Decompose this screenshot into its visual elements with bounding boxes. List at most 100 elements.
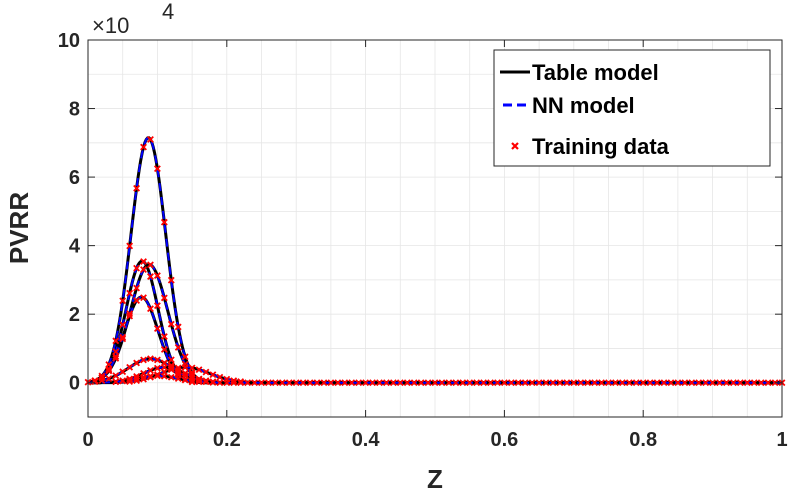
training-data-point <box>507 379 515 387</box>
training-data-point <box>167 366 175 374</box>
training-data-point <box>285 379 293 387</box>
training-data-point <box>153 356 161 364</box>
training-data-point <box>709 379 717 387</box>
training-data-point <box>216 373 224 381</box>
training-data-point <box>500 379 508 387</box>
plot-frame <box>87 39 783 418</box>
training-data-point <box>618 379 626 387</box>
training-data-point <box>660 379 668 387</box>
y-tick-label: 4 <box>69 236 81 258</box>
training-data-point <box>140 258 147 265</box>
training-data-point <box>133 284 141 292</box>
training-data-point <box>147 355 154 363</box>
training-data-point <box>167 320 175 328</box>
training-data-point <box>133 377 141 385</box>
training-data-point <box>119 377 127 385</box>
training-data-point <box>160 294 168 302</box>
training-data-point <box>126 378 134 386</box>
training-data-point <box>459 379 467 387</box>
training-data-point <box>133 375 141 383</box>
training-data-point <box>140 356 147 364</box>
training-data-point <box>140 375 147 383</box>
training-data-point <box>743 379 751 387</box>
training-data-point <box>376 379 383 387</box>
training-data-point <box>632 379 640 387</box>
training-data-point <box>147 366 154 374</box>
training-data-point <box>105 375 113 383</box>
training-data-point <box>126 312 134 320</box>
y-tick-label: 2 <box>69 304 80 326</box>
training-data-point <box>119 368 127 376</box>
training-data-point <box>181 363 189 371</box>
training-data-point <box>480 379 488 387</box>
training-data-point <box>396 379 404 387</box>
legend-label-table-model: Table model <box>532 60 659 85</box>
training-data-point <box>147 135 154 143</box>
training-data-point <box>306 379 314 387</box>
training-data-point <box>174 366 182 374</box>
training-data-point <box>140 143 147 151</box>
training-data-point <box>764 379 772 387</box>
training-data-point <box>105 366 113 374</box>
x-tick-label: 1 <box>776 429 787 451</box>
training-data-point <box>167 364 175 372</box>
training-data-point <box>112 378 120 386</box>
training-data-point <box>521 379 529 387</box>
training-data-point <box>750 379 758 387</box>
training-data-point <box>702 379 710 387</box>
training-data-point <box>299 379 307 387</box>
training-data-point <box>729 379 737 387</box>
training-data-point <box>133 297 141 305</box>
training-data-point <box>140 266 147 274</box>
training-data-point <box>341 379 349 387</box>
training-data-point <box>126 289 134 297</box>
training-data-point <box>688 379 696 387</box>
training-data-point <box>112 353 120 361</box>
legend-label-nn-model: NN model <box>532 93 635 118</box>
training-data-point <box>382 379 390 387</box>
training-data-point <box>362 379 370 387</box>
training-data-point <box>528 379 536 387</box>
training-data-point <box>736 379 744 387</box>
training-data-point <box>612 379 619 387</box>
legend-label-training-data: Training data <box>532 134 670 159</box>
training-data-point <box>195 378 203 386</box>
training-data-point <box>230 379 238 387</box>
training-data-point <box>181 369 189 377</box>
x-tick-label: 0.4 <box>352 429 381 451</box>
training-data-point <box>147 261 154 269</box>
training-data-point <box>188 375 196 383</box>
y-tick-label: 6 <box>69 167 80 189</box>
training-data-point <box>584 379 592 387</box>
training-data-point <box>716 379 723 387</box>
training-data-point <box>223 375 231 383</box>
training-data-point <box>334 379 342 387</box>
training-data-point <box>126 310 134 318</box>
training-data-point <box>202 368 210 376</box>
training-data-point <box>639 379 647 387</box>
x-tick-label: 0 <box>82 429 93 451</box>
training-data-point <box>216 379 224 387</box>
training-data-point <box>625 379 633 387</box>
training-data-point <box>119 321 127 329</box>
training-data-point <box>563 379 571 387</box>
training-data-point <box>209 371 217 379</box>
y-tick-label: 10 <box>58 30 80 52</box>
training-data-point <box>98 377 106 384</box>
training-data-point <box>188 364 196 372</box>
training-data-point <box>153 302 161 310</box>
training-data-point <box>153 372 161 380</box>
training-data-point <box>535 379 543 387</box>
x-tick-label: 0.2 <box>213 429 241 451</box>
training-data-point <box>181 353 189 361</box>
training-data-point <box>195 366 203 374</box>
y-tick-label: 8 <box>69 99 80 121</box>
y-scale-exponent: 4 <box>162 0 174 24</box>
training-data-point <box>126 376 134 384</box>
training-data-point <box>174 323 182 331</box>
training-data-point <box>681 379 689 387</box>
training-data-point <box>147 372 154 380</box>
training-data-point <box>292 379 300 387</box>
training-data-point <box>133 184 141 192</box>
training-data-point <box>653 379 661 387</box>
